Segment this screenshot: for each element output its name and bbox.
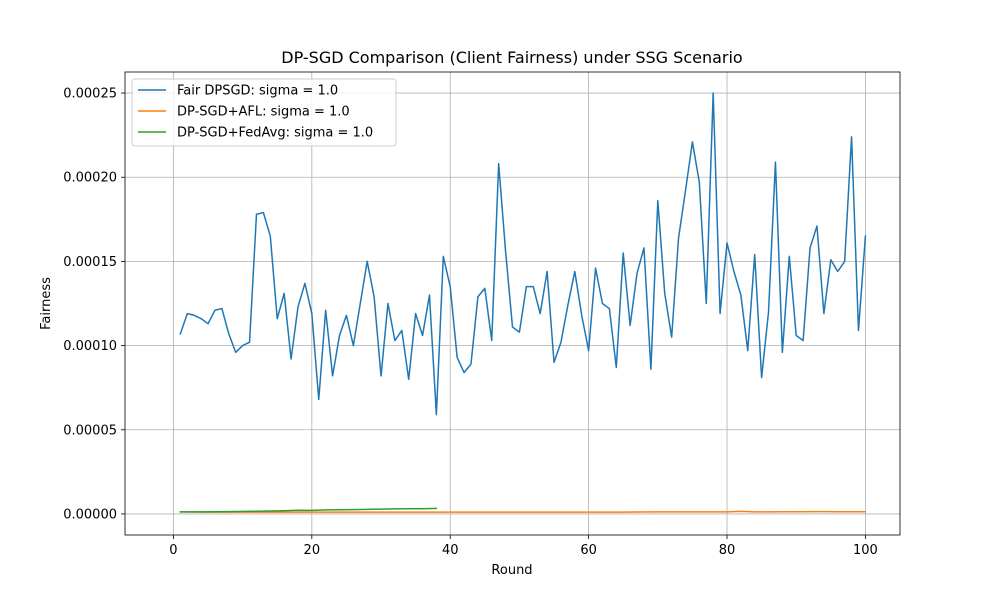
x-tick-label: 80 [719, 543, 736, 558]
x-tick-label: 100 [853, 543, 878, 558]
legend: Fair DPSGD: sigma = 1.0 DP-SGD+AFL: sigma… [131, 78, 397, 147]
x-tick-label: 20 [304, 543, 321, 558]
legend-box [131, 78, 397, 147]
y-tick-label: 0.00000 [63, 507, 117, 522]
x-tick-label: 0 [169, 543, 177, 558]
plot-area-background [125, 72, 900, 535]
x-tick-label: 60 [580, 543, 597, 558]
y-axis-label: Fairness [39, 277, 54, 330]
y-tick-label: 0.00005 [63, 423, 117, 438]
y-tick-label: 0.00020 [63, 171, 117, 186]
x-grid [173, 72, 866, 535]
series-layer [179, 92, 867, 513]
legend-label-1: DP-SGD+AFL: sigma = 1.0 [177, 105, 350, 120]
legend-label-0: Fair DPSGD: sigma = 1.0 [177, 84, 338, 99]
series-line-1 [179, 510, 867, 513]
x-axis-label: Round [491, 563, 532, 578]
series-line-2 [179, 507, 438, 513]
y-axis-ticks: 0.00000 0.00005 0.00010 0.00015 0.00020 0.000… [63, 87, 125, 522]
legend-entries: Fair DPSGD: sigma = 1.0 DP-SGD+AFL: sigma… [138, 84, 373, 141]
plot-frame [124, 71, 901, 536]
chart-title: DP-SGD Comparison (Client Fairness) unde… [281, 48, 742, 67]
y-tick-label: 0.00010 [63, 339, 117, 354]
y-tick-label: 0.00015 [63, 255, 117, 270]
x-tick-label: 40 [442, 543, 459, 558]
y-grid [125, 92, 900, 515]
series-line-0 [179, 92, 867, 416]
x-axis-ticks: 0 20 40 60 80 100 [169, 535, 878, 558]
y-tick-label: 0.00025 [63, 87, 117, 102]
legend-label-2: DP-SGD+FedAvg: sigma = 1.0 [177, 126, 373, 141]
